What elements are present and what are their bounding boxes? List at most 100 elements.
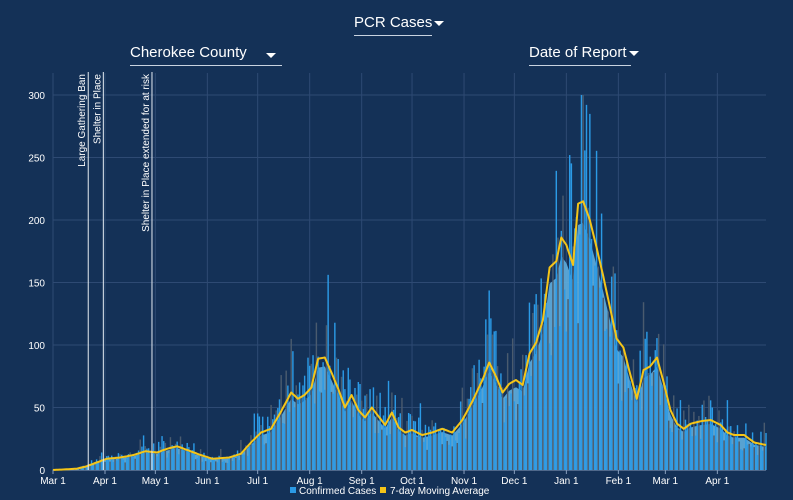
county-dropdown[interactable]: Cherokee County xyxy=(130,44,282,66)
daily-case-bar xyxy=(516,404,519,470)
daily-case-bar xyxy=(230,457,232,470)
daily-case-bar xyxy=(131,455,133,470)
daily-case-bar xyxy=(349,379,351,470)
daily-case-bar xyxy=(746,444,749,470)
daily-case-bar xyxy=(152,443,155,470)
event-label: Large Gathering Ban xyxy=(77,74,88,167)
daily-case-bar xyxy=(513,401,516,470)
daily-case-bar xyxy=(424,424,427,470)
daily-case-bar xyxy=(270,404,272,470)
daily-case-bar xyxy=(196,458,198,470)
daily-case-bar xyxy=(282,422,284,470)
daily-case-bar xyxy=(610,276,613,470)
daily-case-bar xyxy=(278,399,281,470)
daily-case-bar xyxy=(411,415,413,470)
daily-case-bar xyxy=(225,462,227,470)
daily-case-bar xyxy=(656,338,658,470)
daily-case-bar xyxy=(109,461,111,470)
daily-case-bar xyxy=(518,382,521,470)
daily-case-bar xyxy=(293,407,296,470)
daily-case-bar xyxy=(441,444,443,470)
daily-case-bar xyxy=(501,387,504,470)
daily-case-bar xyxy=(350,401,353,470)
daily-case-bar xyxy=(523,395,526,470)
daily-case-bar xyxy=(94,464,96,470)
moving-average-path xyxy=(52,200,767,471)
daily-case-bar xyxy=(119,454,121,470)
daily-case-bar xyxy=(553,326,556,470)
daily-case-bar xyxy=(481,402,484,470)
daily-case-bar xyxy=(473,365,475,470)
daily-case-bar xyxy=(567,299,569,470)
daily-case-bar xyxy=(116,460,118,470)
x-tick-label: Jul 1 xyxy=(247,476,269,487)
daily-case-bar xyxy=(308,365,311,470)
daily-case-bar xyxy=(421,429,423,470)
daily-case-bar xyxy=(508,406,511,470)
daily-case-bar xyxy=(706,420,708,470)
daily-case-bar xyxy=(342,370,344,470)
daily-case-bar xyxy=(84,467,86,470)
daily-case-bar xyxy=(184,449,187,470)
daily-case-bar xyxy=(216,462,219,470)
x-tick-label: May 1 xyxy=(142,476,170,487)
daily-case-bar xyxy=(679,400,682,470)
daily-case-bar xyxy=(486,334,489,470)
daily-case-bar xyxy=(129,452,131,470)
daily-case-bar xyxy=(156,456,158,470)
daily-case-bar xyxy=(612,266,615,470)
confirmed-case-bars xyxy=(52,95,767,471)
daily-case-bar xyxy=(528,302,531,470)
daily-case-bar xyxy=(404,447,407,470)
x-tick-label: Feb 1 xyxy=(606,476,632,487)
daily-case-bar xyxy=(736,425,739,470)
daily-case-bar xyxy=(577,323,579,470)
daily-case-bar xyxy=(615,330,618,470)
daily-case-bar xyxy=(506,353,509,470)
daily-case-bar xyxy=(220,448,222,470)
daily-case-bar xyxy=(659,405,662,470)
daily-case-bar xyxy=(261,416,264,470)
daily-case-bar xyxy=(434,422,437,470)
daily-case-bar xyxy=(678,429,680,470)
daily-case-bar xyxy=(496,366,499,470)
x-tick-label: Nov 1 xyxy=(451,476,478,487)
daily-case-bar xyxy=(238,460,240,470)
daily-case-bar xyxy=(206,458,209,470)
daily-case-bar xyxy=(646,331,648,470)
daily-case-bar xyxy=(661,384,663,470)
daily-case-bar xyxy=(740,449,742,470)
daily-case-bar xyxy=(382,415,385,470)
daily-case-bar xyxy=(560,230,563,470)
daily-case-bar xyxy=(684,419,687,470)
daily-case-bar xyxy=(464,438,467,470)
daily-case-bar xyxy=(371,408,373,470)
daily-case-bar xyxy=(246,455,249,470)
daily-case-bar xyxy=(761,450,764,470)
daily-case-bar xyxy=(617,383,620,470)
daily-case-bar xyxy=(89,464,91,470)
date-basis-dropdown[interactable]: Date of Report xyxy=(529,44,639,66)
legend-swatch-confirmed xyxy=(290,487,296,493)
daily-case-bar xyxy=(320,392,323,470)
metric-dropdown[interactable]: PCR Cases xyxy=(354,14,445,36)
daily-case-bar xyxy=(614,273,616,470)
daily-case-bar xyxy=(698,415,700,470)
daily-case-bar xyxy=(394,395,396,470)
daily-case-bar xyxy=(147,448,150,470)
daily-case-bar xyxy=(758,445,761,470)
daily-case-bar xyxy=(189,452,192,470)
daily-case-bar xyxy=(714,424,717,470)
y-tick-label: 0 xyxy=(39,466,45,477)
daily-case-bar xyxy=(327,274,329,470)
daily-case-bar xyxy=(649,356,651,470)
legend-label-moving-average: 7-day Moving Average xyxy=(390,486,490,497)
chevron-down-icon xyxy=(266,53,276,58)
x-tick-label: Apr 1 xyxy=(93,476,117,487)
metric-dropdown-value: PCR Cases xyxy=(354,14,433,31)
daily-case-bar xyxy=(168,453,170,470)
daily-case-bar xyxy=(439,428,442,470)
daily-case-bar xyxy=(699,438,702,470)
daily-case-bar xyxy=(478,359,480,470)
daily-case-bar xyxy=(288,411,291,470)
